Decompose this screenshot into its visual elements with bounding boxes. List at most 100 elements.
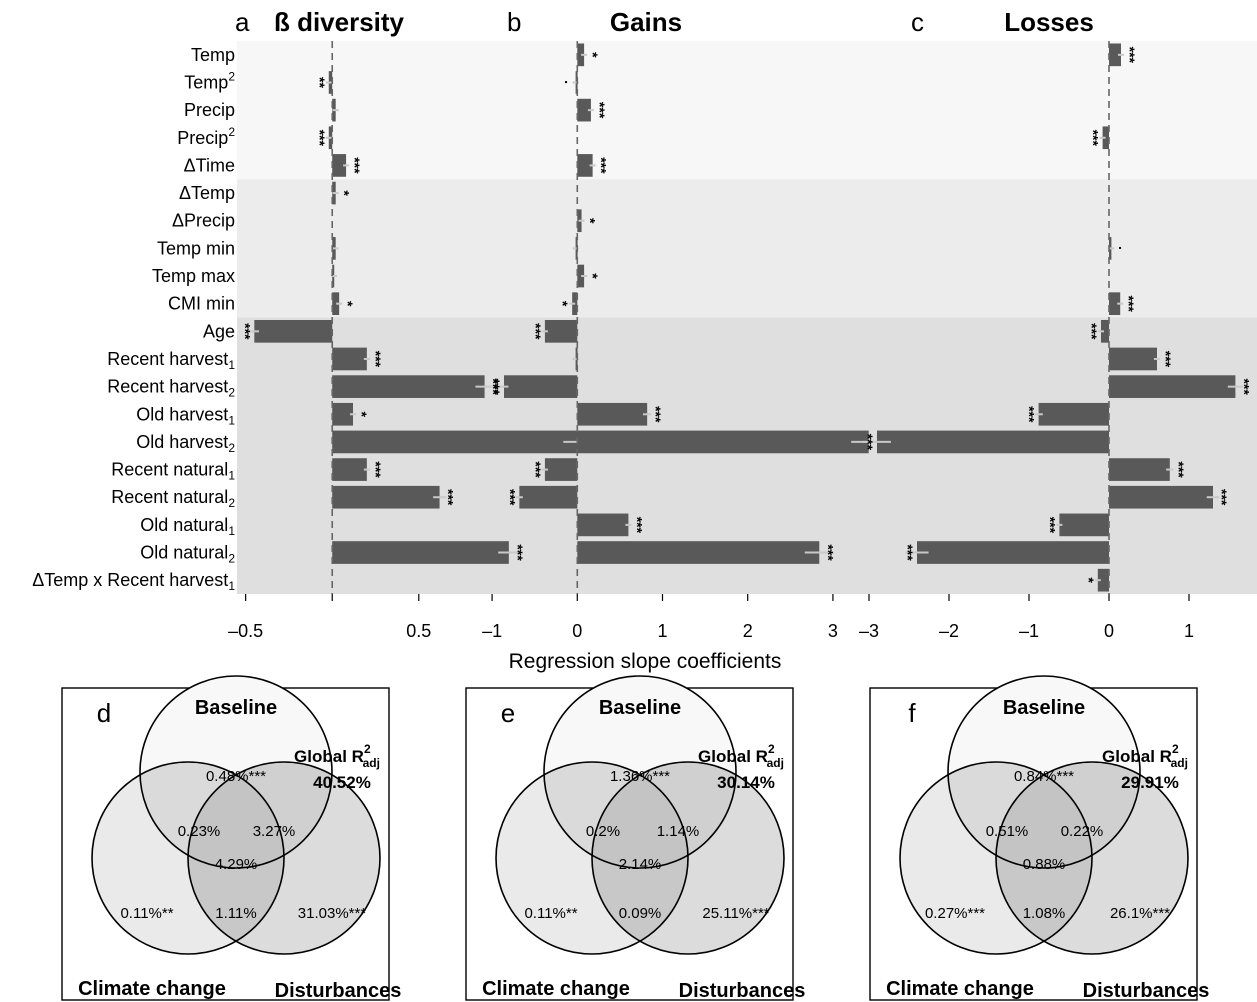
tick-label: –1 bbox=[482, 621, 502, 641]
shared-all-value: 2.14% bbox=[619, 856, 662, 873]
global-r2-label: Global R2 adj bbox=[1102, 742, 1188, 770]
row-label: Recent harvest2 bbox=[107, 377, 235, 400]
baseline-only-value: 1.36%*** bbox=[610, 768, 670, 785]
circle-outline bbox=[543, 675, 737, 869]
row-label: ΔTemp x Recent harvest1 bbox=[32, 570, 235, 593]
bar bbox=[332, 154, 347, 177]
circle-outline bbox=[91, 761, 285, 955]
bar bbox=[504, 375, 578, 398]
row-label: Temp max bbox=[152, 266, 235, 286]
climate-disturbance-value: 0.09% bbox=[619, 905, 662, 922]
bar bbox=[1038, 402, 1109, 426]
bar bbox=[1109, 458, 1170, 481]
significance-label: *** bbox=[510, 544, 526, 561]
significance-label: *** bbox=[1086, 130, 1102, 147]
significance-label: *** bbox=[347, 157, 363, 174]
row-label: Old harvest1 bbox=[136, 404, 235, 427]
panel-letter: a bbox=[235, 7, 250, 37]
disturbance-only-value: 31.03%*** bbox=[298, 905, 367, 922]
venn-panel-f: f Baseline Climate change Disturbances Globa… bbox=[869, 675, 1210, 1002]
tick-label: –3 bbox=[859, 621, 879, 641]
panel-letter: f bbox=[908, 698, 916, 728]
panel-letter: c bbox=[911, 7, 924, 37]
x-axis: –0.5 0.5 bbox=[228, 594, 431, 641]
circle-outline bbox=[139, 675, 333, 869]
baseline-climate-value: 0.2% bbox=[586, 823, 620, 840]
significance-label: *** bbox=[1022, 406, 1038, 423]
climate-label: Climate change bbox=[886, 978, 1034, 1000]
baseline-disturbance-value: 1.14% bbox=[657, 823, 700, 840]
climate-only-value: 0.11%** bbox=[120, 905, 173, 922]
significance-label: *** bbox=[368, 461, 384, 478]
row-label: ΔTime bbox=[184, 155, 235, 175]
row-label: Precip2 bbox=[177, 125, 235, 148]
row-label: Recent natural1 bbox=[111, 460, 235, 483]
significance-label: *** bbox=[1084, 323, 1100, 340]
significance-label: *** bbox=[1121, 295, 1137, 312]
baseline-label: Baseline bbox=[599, 697, 681, 719]
significance-label: *** bbox=[1158, 351, 1174, 368]
row-label: Temp2 bbox=[184, 69, 235, 92]
x-axis: –3 –2 –1 0 1 bbox=[859, 594, 1194, 641]
bar bbox=[577, 264, 585, 288]
significance-label: *** bbox=[860, 434, 876, 451]
bar bbox=[1101, 319, 1109, 343]
tick-label: –2 bbox=[939, 621, 959, 641]
shared-all-value: 0.88% bbox=[1023, 856, 1066, 873]
significance-label: * bbox=[585, 52, 601, 58]
group-bands bbox=[237, 41, 1257, 594]
panel-title: ß diversity bbox=[274, 7, 405, 37]
x-axis-label: Regression slope coefficients bbox=[509, 650, 782, 673]
row-label: CMI min bbox=[168, 294, 235, 314]
baseline-label: Baseline bbox=[1003, 697, 1085, 719]
panel-c: c Losses******·**************************… bbox=[859, 7, 1252, 641]
bar bbox=[332, 402, 354, 426]
significance-label: *** bbox=[1214, 489, 1230, 506]
x-axis: –1 0 1 2 3 bbox=[482, 594, 838, 641]
tick-label: 0.5 bbox=[406, 621, 431, 641]
global-r2-label: Global R2 adj bbox=[294, 742, 380, 770]
panel-letter: e bbox=[501, 698, 515, 728]
tick-label: –1 bbox=[1019, 621, 1039, 641]
panel-letter: b bbox=[507, 7, 521, 37]
group-band bbox=[237, 41, 1257, 180]
climate-only-value: 0.11%** bbox=[524, 905, 577, 922]
significance-label: *** bbox=[1042, 517, 1058, 534]
circle-outline bbox=[187, 761, 381, 955]
significance-label: *** bbox=[648, 406, 664, 423]
bar bbox=[577, 513, 629, 537]
bar bbox=[332, 430, 579, 454]
group-band bbox=[237, 179, 1257, 318]
disturbances-label: Disturbances bbox=[1083, 980, 1210, 1002]
significance-label: ** bbox=[312, 77, 328, 88]
circle-outline bbox=[947, 675, 1141, 869]
baseline-disturbance-value: 0.22% bbox=[1061, 823, 1104, 840]
climate-only-value: 0.27%*** bbox=[925, 905, 985, 922]
significance-label: *** bbox=[487, 378, 503, 395]
bar bbox=[332, 347, 367, 371]
shared-all-value: 4.29% bbox=[215, 856, 258, 873]
row-label: Age bbox=[203, 321, 235, 341]
bar bbox=[1109, 485, 1213, 509]
tick-label: –0.5 bbox=[228, 621, 263, 641]
row-label: Recent natural2 bbox=[111, 487, 235, 510]
bar bbox=[332, 458, 367, 481]
significance-label: *** bbox=[1171, 461, 1187, 478]
panel-letter: d bbox=[97, 698, 111, 728]
baseline-climate-value: 0.23% bbox=[178, 823, 221, 840]
bar bbox=[577, 430, 869, 454]
venn-panel-e: e Baseline Climate change Disturbances Globa… bbox=[465, 675, 806, 1002]
global-r2-value: 30.14% bbox=[717, 773, 775, 792]
significance-label: * bbox=[585, 273, 601, 279]
climate-disturbance-value: 1.11% bbox=[215, 905, 256, 922]
significance-label: * bbox=[340, 301, 356, 307]
bar bbox=[1059, 513, 1109, 537]
significance-label: *** bbox=[1236, 378, 1252, 395]
disturbances-label: Disturbances bbox=[679, 980, 806, 1002]
bar bbox=[577, 43, 585, 67]
venn-panel-d: d Baseline Climate change Disturbances Globa… bbox=[61, 675, 401, 1002]
significance-label: · bbox=[1112, 246, 1128, 251]
significance-label: *** bbox=[312, 130, 328, 147]
bar bbox=[1109, 292, 1121, 316]
